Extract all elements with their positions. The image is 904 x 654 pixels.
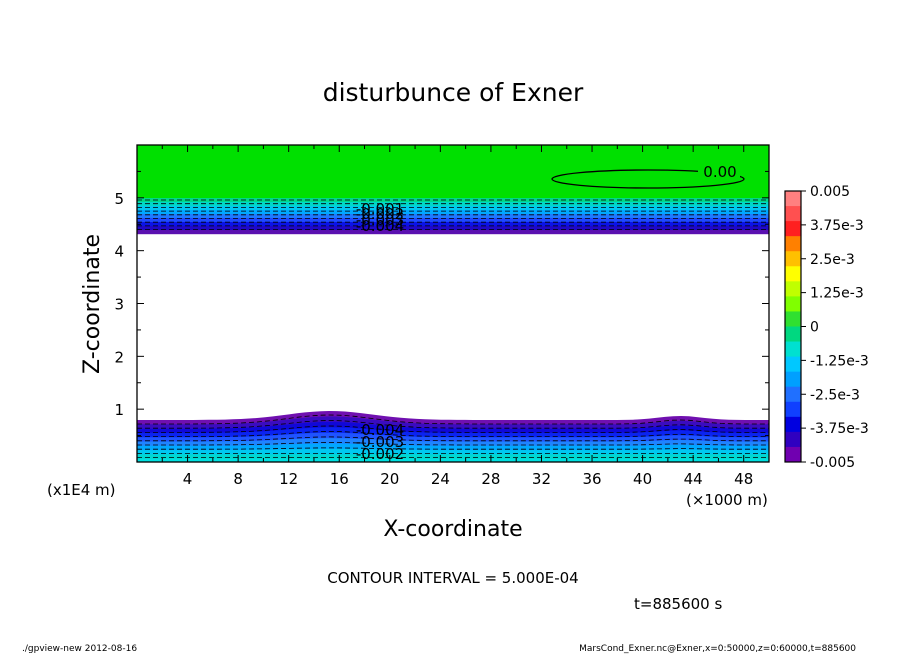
- y-axis-ticks: 1 2 3 4 5: [114, 170, 769, 437]
- colorbar-swatch-16: [785, 416, 801, 433]
- colorbar-swatch-3: [785, 221, 801, 237]
- contour-label-top-4: -0.004: [356, 217, 404, 235]
- top-band-level-8: [137, 226, 769, 231]
- plot-area: [137, 145, 769, 462]
- y-unit-label: (x1E4 m): [47, 481, 116, 499]
- y-axis-label: Z-coordinate: [80, 234, 105, 374]
- x-tick-label-20: 20: [380, 470, 399, 488]
- contour-interval-text: CONTOUR INTERVAL = 5.000E-04: [327, 569, 578, 587]
- colorbar-label-5: 0: [810, 320, 819, 336]
- footer-left: ./gpview-new 2012-08-16: [22, 644, 137, 654]
- colorbar: [785, 191, 801, 463]
- colorbar-label-9: -0.005: [810, 455, 855, 471]
- y-tick-label-2: 2: [114, 348, 124, 366]
- colorbar-label-1: 0.005: [810, 184, 850, 200]
- x-tick-label-4: 4: [183, 470, 193, 488]
- colorbar-label-8: -3.75e-3: [810, 421, 869, 437]
- contour-label-top-2: -0.002: [356, 205, 404, 223]
- colorbar-swatch-14: [785, 386, 801, 403]
- colorbar-label-3: 2.5e-3: [810, 252, 855, 268]
- colorbar-label-6: -1.25e-3: [810, 353, 869, 369]
- x-tick-label-40: 40: [633, 470, 652, 488]
- colorbar-swatch-10: [785, 326, 801, 342]
- top-band-level-3: [137, 206, 769, 211]
- contour-label-bottom-2: -0.003: [356, 433, 404, 451]
- colorbar-labels: 0.005 3.75e-3 2.5e-3 1.25e-3 0 -1.25e-3 -2.5e-…: [801, 184, 869, 471]
- zero-contour-ellipse: [551, 169, 745, 189]
- bottom-dashed-contour-4: [137, 431, 769, 437]
- bottom-dashed-contour-6: [137, 441, 769, 446]
- x-tick-label-28: 28: [481, 470, 500, 488]
- y-tick-label-1: 1: [114, 401, 124, 419]
- top-band-level-2: [137, 202, 769, 207]
- footer-right: MarsCond_Exner.nc@Exner,x=0:50000,z=0:60…: [579, 644, 856, 654]
- x-tick-label-48: 48: [734, 470, 753, 488]
- colorbar-swatch-13: [785, 371, 801, 388]
- colorbar-swatch-9: [785, 311, 801, 327]
- x-unit-label: (×1000 m): [686, 491, 768, 509]
- y-tick-label-5: 5: [114, 190, 124, 208]
- y-tick-label-4: 4: [114, 243, 124, 261]
- x-tick-label-16: 16: [330, 470, 349, 488]
- bottom-dashed-contour-7: [137, 447, 769, 450]
- x-tick-label-32: 32: [532, 470, 551, 488]
- x-tick-label-8: 8: [233, 470, 243, 488]
- top-contour-band: [137, 145, 769, 235]
- colorbar-label-4: 1.25e-3: [810, 286, 864, 302]
- top-band-level-4: [137, 210, 769, 215]
- colorbar-swatch-2: [785, 206, 801, 222]
- x-axis-label: X-coordinate: [383, 517, 522, 542]
- x-tick-label-12: 12: [279, 470, 298, 488]
- top-band-level-5: [137, 214, 769, 219]
- x-axis-ticks: 4 8 12 16 20 24 28 32 36 40 44 48: [161, 145, 753, 488]
- top-band-level-9: [137, 230, 769, 235]
- top-band-level-6: [137, 218, 769, 223]
- bottom-dashed-contour-1: [137, 414, 769, 425]
- chart-title: disturbunce of Exner: [323, 78, 584, 107]
- y-tick-label-3: 3: [114, 296, 124, 314]
- x-tick-label-36: 36: [582, 470, 601, 488]
- contour-label-bottom-3: -0.002: [356, 445, 404, 463]
- bottom-band-level-10: [137, 458, 769, 462]
- colorbar-label-2: 3.75e-3: [810, 218, 864, 234]
- contour-labels: 0.00 -0.001 -0.002 -0.003 -0.004 -0.004 …: [356, 163, 740, 463]
- contour-label-top-1: -0.001: [356, 200, 404, 218]
- colorbar-label-7: -2.5e-3: [810, 387, 860, 403]
- colorbar-swatch-12: [785, 356, 801, 373]
- top-band-level-7: [137, 222, 769, 227]
- time-text: t=885600 s: [634, 595, 722, 613]
- contour-label-top-3: -0.003: [356, 211, 404, 229]
- colorbar-swatch-18: [785, 446, 801, 463]
- colorbar-swatch-11: [785, 341, 801, 358]
- colorbar-swatch-17: [785, 431, 801, 448]
- colorbar-swatch-5: [785, 251, 801, 267]
- colorbar-swatch-7: [785, 281, 801, 297]
- contour-label-zero: 0.00: [703, 163, 736, 181]
- top-green-region: [137, 145, 769, 198]
- colorbar-swatch-4: [785, 236, 801, 252]
- colorbar-swatch-8: [785, 296, 801, 312]
- bottom-dashed-contour-3: [137, 425, 769, 433]
- colorbar-swatch-15: [785, 401, 801, 418]
- colorbar-swatch-1: [785, 191, 801, 207]
- bottom-dashed-contour-2: [137, 420, 769, 429]
- x-tick-label-44: 44: [684, 470, 703, 488]
- contour-label-bottom-1: -0.004: [356, 421, 404, 439]
- bottom-dashed-contour-5: [137, 436, 769, 442]
- contour-lines: [137, 199, 769, 458]
- colorbar-swatch-6: [785, 266, 801, 282]
- x-tick-label-24: 24: [431, 470, 450, 488]
